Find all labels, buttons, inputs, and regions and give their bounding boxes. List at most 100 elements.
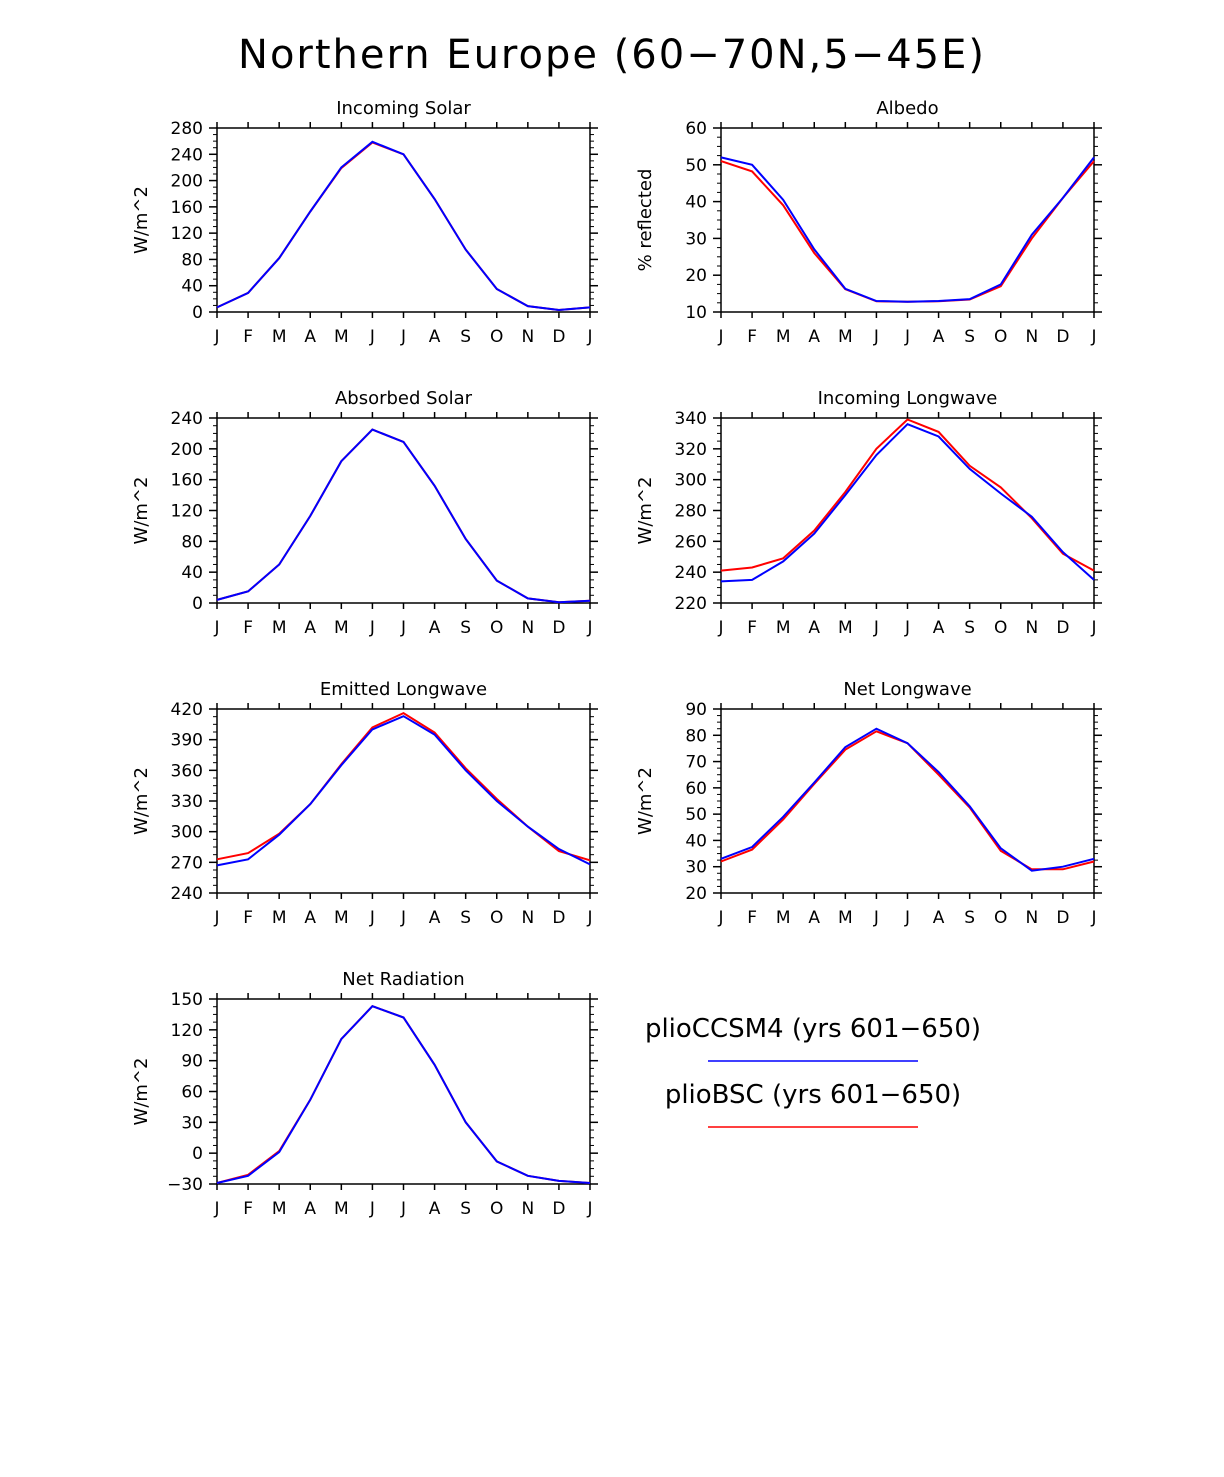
x-tick-label: A [429, 327, 441, 347]
legend-label-pliobsc: plioBSC (yrs 601−650) [665, 1080, 961, 1110]
plot-frame [720, 417, 1095, 604]
x-tick-label: O [490, 1199, 503, 1219]
x-tick-label: J [1090, 327, 1096, 347]
x-tick-label: J [400, 618, 406, 638]
y-axis-label: W/m^2 [131, 477, 152, 545]
x-tick-label: N [521, 327, 534, 347]
x-tick-label: S [964, 908, 975, 928]
y-tick-label: 0 [192, 1144, 203, 1164]
plot-frame [720, 127, 1095, 313]
y-axis-label: W/m^2 [131, 1058, 152, 1126]
x-tick-label: D [1056, 327, 1069, 347]
y-tick-label: 120 [171, 1021, 203, 1041]
x-tick-label: M [334, 908, 349, 928]
y-tick-label: 0 [192, 594, 203, 614]
x-tick-label: S [460, 327, 471, 347]
x-tick-label: D [1056, 908, 1069, 928]
series-line-plioccsm4-yrs-601-650 [216, 715, 591, 867]
panel-title: Emitted Longwave [320, 679, 487, 700]
y-tick-label: 30 [685, 229, 707, 249]
x-tick-label: J [717, 908, 723, 928]
x-tick-label: O [994, 618, 1007, 638]
x-tick-label: M [272, 1199, 287, 1219]
y-axis-label: W/m^2 [635, 767, 656, 835]
y-tick-label: 280 [171, 119, 203, 139]
x-tick-label: J [904, 908, 910, 928]
plot-frame [216, 708, 591, 894]
y-tick-label: 360 [171, 761, 203, 781]
x-tick-label: A [304, 1199, 316, 1219]
plot-frame [720, 708, 1095, 894]
x-tick-label: D [552, 908, 565, 928]
panel-title: Incoming Longwave [818, 388, 998, 409]
x-tick-label: M [838, 618, 853, 638]
x-tick-label: J [369, 908, 375, 928]
series-line-pliobsc-yrs-601-650 [216, 141, 591, 312]
x-tick-label: O [490, 908, 503, 928]
series-line-pliobsc-yrs-601-650 [216, 711, 591, 862]
series-line-plioccsm4-yrs-601-650 [216, 140, 591, 312]
x-tick-label: F [243, 1199, 253, 1219]
x-tick-label: J [369, 1199, 375, 1219]
x-tick-label: A [808, 618, 820, 638]
y-tick-label: 40 [181, 277, 203, 297]
y-tick-label: 90 [181, 1052, 203, 1072]
x-tick-label: M [272, 908, 287, 928]
y-tick-label: 30 [181, 1113, 203, 1133]
x-tick-label: J [400, 1199, 406, 1219]
x-tick-label: M [776, 908, 791, 928]
x-tick-label: N [1025, 908, 1038, 928]
x-tick-label: M [272, 327, 287, 347]
x-tick-label: J [586, 618, 592, 638]
x-tick-label: J [586, 1199, 592, 1219]
y-axis-label: W/m^2 [131, 767, 152, 835]
x-tick-label: M [334, 327, 349, 347]
x-tick-label: J [369, 327, 375, 347]
y-tick-label: 200 [171, 440, 203, 460]
x-tick-label: M [776, 327, 791, 347]
figure-title: Northern Europe (60−70N,5−45E) [238, 32, 986, 78]
x-tick-label: A [808, 908, 820, 928]
x-tick-label: S [964, 327, 975, 347]
x-tick-label: J [400, 327, 406, 347]
x-tick-label: N [1025, 327, 1038, 347]
y-tick-label: 0 [192, 303, 203, 323]
x-tick-label: M [838, 908, 853, 928]
y-tick-label: 40 [181, 563, 203, 583]
panel-title: Incoming Solar [336, 98, 471, 119]
y-tick-label: 200 [171, 172, 203, 192]
y-axis-label: W/m^2 [635, 477, 656, 545]
plot-frame [216, 417, 591, 604]
x-tick-label: S [460, 618, 471, 638]
x-tick-label: J [213, 908, 219, 928]
x-tick-label: J [873, 618, 879, 638]
y-tick-label: 20 [685, 266, 707, 286]
y-tick-label: 20 [685, 884, 707, 904]
x-tick-label: A [429, 1199, 441, 1219]
x-tick-label: J [213, 1199, 219, 1219]
y-tick-label: 390 [171, 731, 203, 751]
x-tick-label: M [334, 618, 349, 638]
x-tick-label: O [994, 908, 1007, 928]
y-tick-label: 220 [675, 594, 707, 614]
series-line-plioccsm4-yrs-601-650 [216, 428, 591, 604]
x-tick-label: A [933, 327, 945, 347]
y-tick-label: 30 [685, 858, 707, 878]
x-tick-label: A [933, 618, 945, 638]
x-tick-label: J [213, 327, 219, 347]
y-tick-label: 80 [181, 532, 203, 552]
x-tick-label: J [717, 618, 723, 638]
x-tick-label: N [521, 908, 534, 928]
x-tick-label: S [460, 908, 471, 928]
x-tick-label: D [1056, 618, 1069, 638]
x-tick-label: S [964, 618, 975, 638]
x-tick-label: S [460, 1199, 471, 1219]
panel-title: Net Longwave [843, 679, 971, 700]
x-tick-label: F [243, 327, 253, 347]
y-tick-label: −30 [167, 1175, 203, 1195]
y-tick-label: 240 [171, 884, 203, 904]
